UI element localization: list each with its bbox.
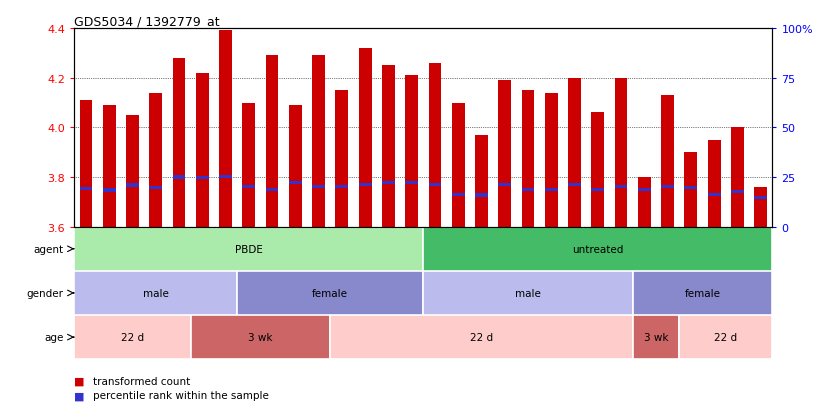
Bar [452, 103, 464, 227]
Bar [475, 135, 488, 227]
Bar [615, 185, 628, 189]
Bar [219, 175, 232, 178]
Bar [312, 185, 325, 189]
Bar [615, 78, 628, 227]
Bar [475, 194, 488, 197]
Bar [424, 227, 772, 271]
Bar [429, 64, 441, 227]
Bar [679, 315, 772, 359]
Bar [568, 183, 581, 186]
Bar [498, 183, 511, 186]
Bar [173, 176, 185, 179]
Bar [196, 74, 209, 227]
Bar [708, 193, 720, 197]
Text: gender: gender [27, 288, 64, 298]
Bar [429, 183, 441, 186]
Bar [266, 56, 278, 227]
Text: GDS5034 / 1392779_at: GDS5034 / 1392779_at [74, 15, 220, 28]
Text: 22 d: 22 d [714, 332, 738, 342]
Bar [335, 91, 349, 227]
Bar [74, 227, 424, 271]
Bar [196, 176, 209, 180]
Bar [731, 190, 743, 194]
Bar [633, 315, 679, 359]
Bar [708, 140, 720, 227]
Bar [452, 193, 464, 197]
Bar [545, 188, 558, 191]
Text: age: age [45, 332, 64, 342]
Bar [103, 106, 116, 227]
Bar [243, 185, 255, 189]
Bar [382, 181, 395, 184]
Bar [545, 93, 558, 227]
Bar [358, 49, 372, 227]
Text: 22 d: 22 d [121, 332, 144, 342]
Bar [103, 189, 116, 192]
Bar [633, 271, 772, 315]
Text: male: male [515, 288, 541, 298]
Bar [243, 103, 255, 227]
Bar [266, 188, 278, 192]
Bar [406, 76, 418, 227]
Text: untreated: untreated [572, 244, 624, 254]
Bar [382, 66, 395, 227]
Bar [591, 188, 604, 192]
Bar [591, 113, 604, 227]
Text: ■: ■ [74, 376, 85, 386]
Bar [237, 271, 424, 315]
Bar [150, 186, 162, 190]
Bar [522, 188, 534, 191]
Bar [424, 271, 633, 315]
Bar [568, 78, 581, 227]
Bar [74, 271, 237, 315]
Text: 22 d: 22 d [470, 332, 493, 342]
Bar [662, 185, 674, 189]
Text: 3 wk: 3 wk [643, 332, 668, 342]
Bar [150, 93, 162, 227]
Bar [662, 96, 674, 227]
Bar [754, 188, 767, 227]
Bar [335, 185, 349, 189]
Text: female: female [312, 288, 349, 298]
Text: agent: agent [34, 244, 64, 254]
Bar [312, 56, 325, 227]
Bar [406, 181, 418, 185]
Bar [126, 116, 139, 227]
Bar [219, 31, 232, 227]
Bar [191, 315, 330, 359]
Bar [173, 59, 185, 227]
Text: 3 wk: 3 wk [249, 332, 273, 342]
Text: female: female [685, 288, 720, 298]
Bar [754, 196, 767, 199]
Bar [638, 188, 651, 192]
Bar [79, 101, 93, 227]
Bar [330, 315, 633, 359]
Bar [289, 106, 301, 227]
Bar [74, 315, 191, 359]
Bar [79, 187, 93, 190]
Text: ■: ■ [74, 390, 85, 400]
Text: PBDE: PBDE [235, 244, 263, 254]
Bar [358, 183, 372, 186]
Text: male: male [143, 288, 169, 298]
Text: transformed count: transformed count [93, 376, 190, 386]
Bar [126, 184, 139, 187]
Bar [498, 81, 511, 227]
Bar [638, 178, 651, 227]
Text: percentile rank within the sample: percentile rank within the sample [93, 390, 268, 400]
Bar [289, 181, 301, 185]
Bar [685, 186, 697, 190]
Bar [522, 91, 534, 227]
Bar [731, 128, 743, 227]
Bar [685, 153, 697, 227]
